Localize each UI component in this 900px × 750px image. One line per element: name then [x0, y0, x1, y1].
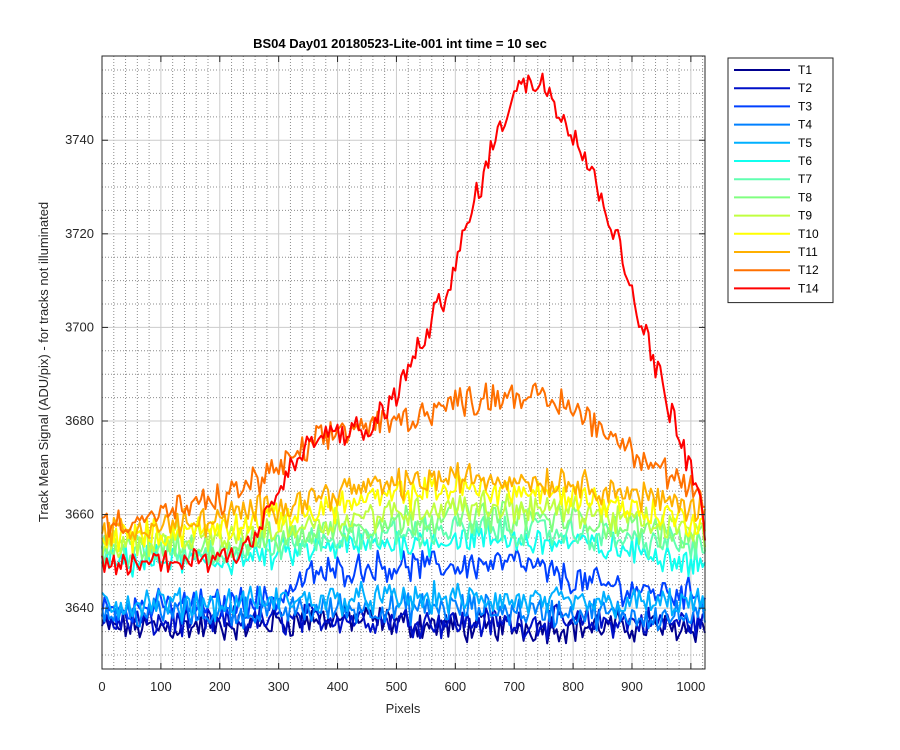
legend-label: T4: [798, 118, 812, 132]
x-tick-label: 500: [386, 679, 408, 694]
y-tick-label: 3660: [65, 507, 94, 522]
legend-label: T10: [798, 227, 819, 241]
legend-label: T8: [798, 190, 812, 204]
x-axis-label: Pixels: [386, 701, 421, 716]
legend-box: [727, 57, 834, 304]
plot-area: [101, 55, 706, 670]
series-line-t1: [101, 600, 706, 645]
x-tick-label: 800: [562, 679, 584, 694]
x-tick-label: 300: [268, 679, 290, 694]
series-line-t5: [101, 580, 706, 623]
legend-label: T5: [798, 136, 812, 150]
legend-label: T14: [798, 281, 819, 295]
legend[interactable]: T1 T2 T3 T4 T5 T6 T7 T8 T9 T10 T11 T12 T14: [727, 57, 834, 304]
series-line-t8: [101, 499, 706, 565]
y-axis-label: Track Mean Signal (ADU/pix) - for tracks…: [36, 202, 51, 522]
legend-label: T2: [798, 81, 812, 95]
y-tick-label: 3640: [65, 600, 94, 615]
legend-label: T1: [798, 63, 812, 77]
plot-frame: [101, 55, 706, 670]
series-line-t10: [101, 471, 706, 555]
legend-label: T3: [798, 99, 812, 113]
x-tick-label: 700: [503, 679, 525, 694]
series-line-t14: [101, 72, 706, 576]
series-line-t11: [101, 462, 706, 547]
axis-ticks: 0 100 200 300 400 500 600 700 800 900 1000 3640 3660…: [65, 56, 705, 694]
plot-background: [102, 56, 705, 669]
legend-label: T12: [798, 263, 819, 277]
x-tick-label: 200: [209, 679, 231, 694]
grid-lines: [101, 56, 705, 669]
legend-label: T6: [798, 154, 812, 168]
series-line-t12: [101, 382, 705, 538]
x-tick-label: 600: [444, 679, 466, 694]
y-tick-label: 3720: [65, 226, 94, 241]
chart-title: BS04 Day01 20180523-Lite-001 int time = …: [253, 36, 547, 51]
x-tick-label: 400: [327, 679, 349, 694]
y-tick-label: 3700: [65, 319, 94, 334]
data-series: [101, 72, 706, 645]
legend-label: T9: [798, 209, 812, 223]
legend-label: T11: [798, 245, 818, 259]
legend-label: T7: [798, 172, 812, 186]
y-tick-label: 3740: [65, 132, 94, 147]
x-tick-label: 1000: [676, 679, 705, 694]
x-tick-label: 900: [621, 679, 643, 694]
series-line-t7: [101, 513, 706, 568]
x-tick-label: 100: [150, 679, 172, 694]
y-tick-label: 3680: [65, 413, 94, 428]
x-tick-label: 0: [98, 679, 105, 694]
